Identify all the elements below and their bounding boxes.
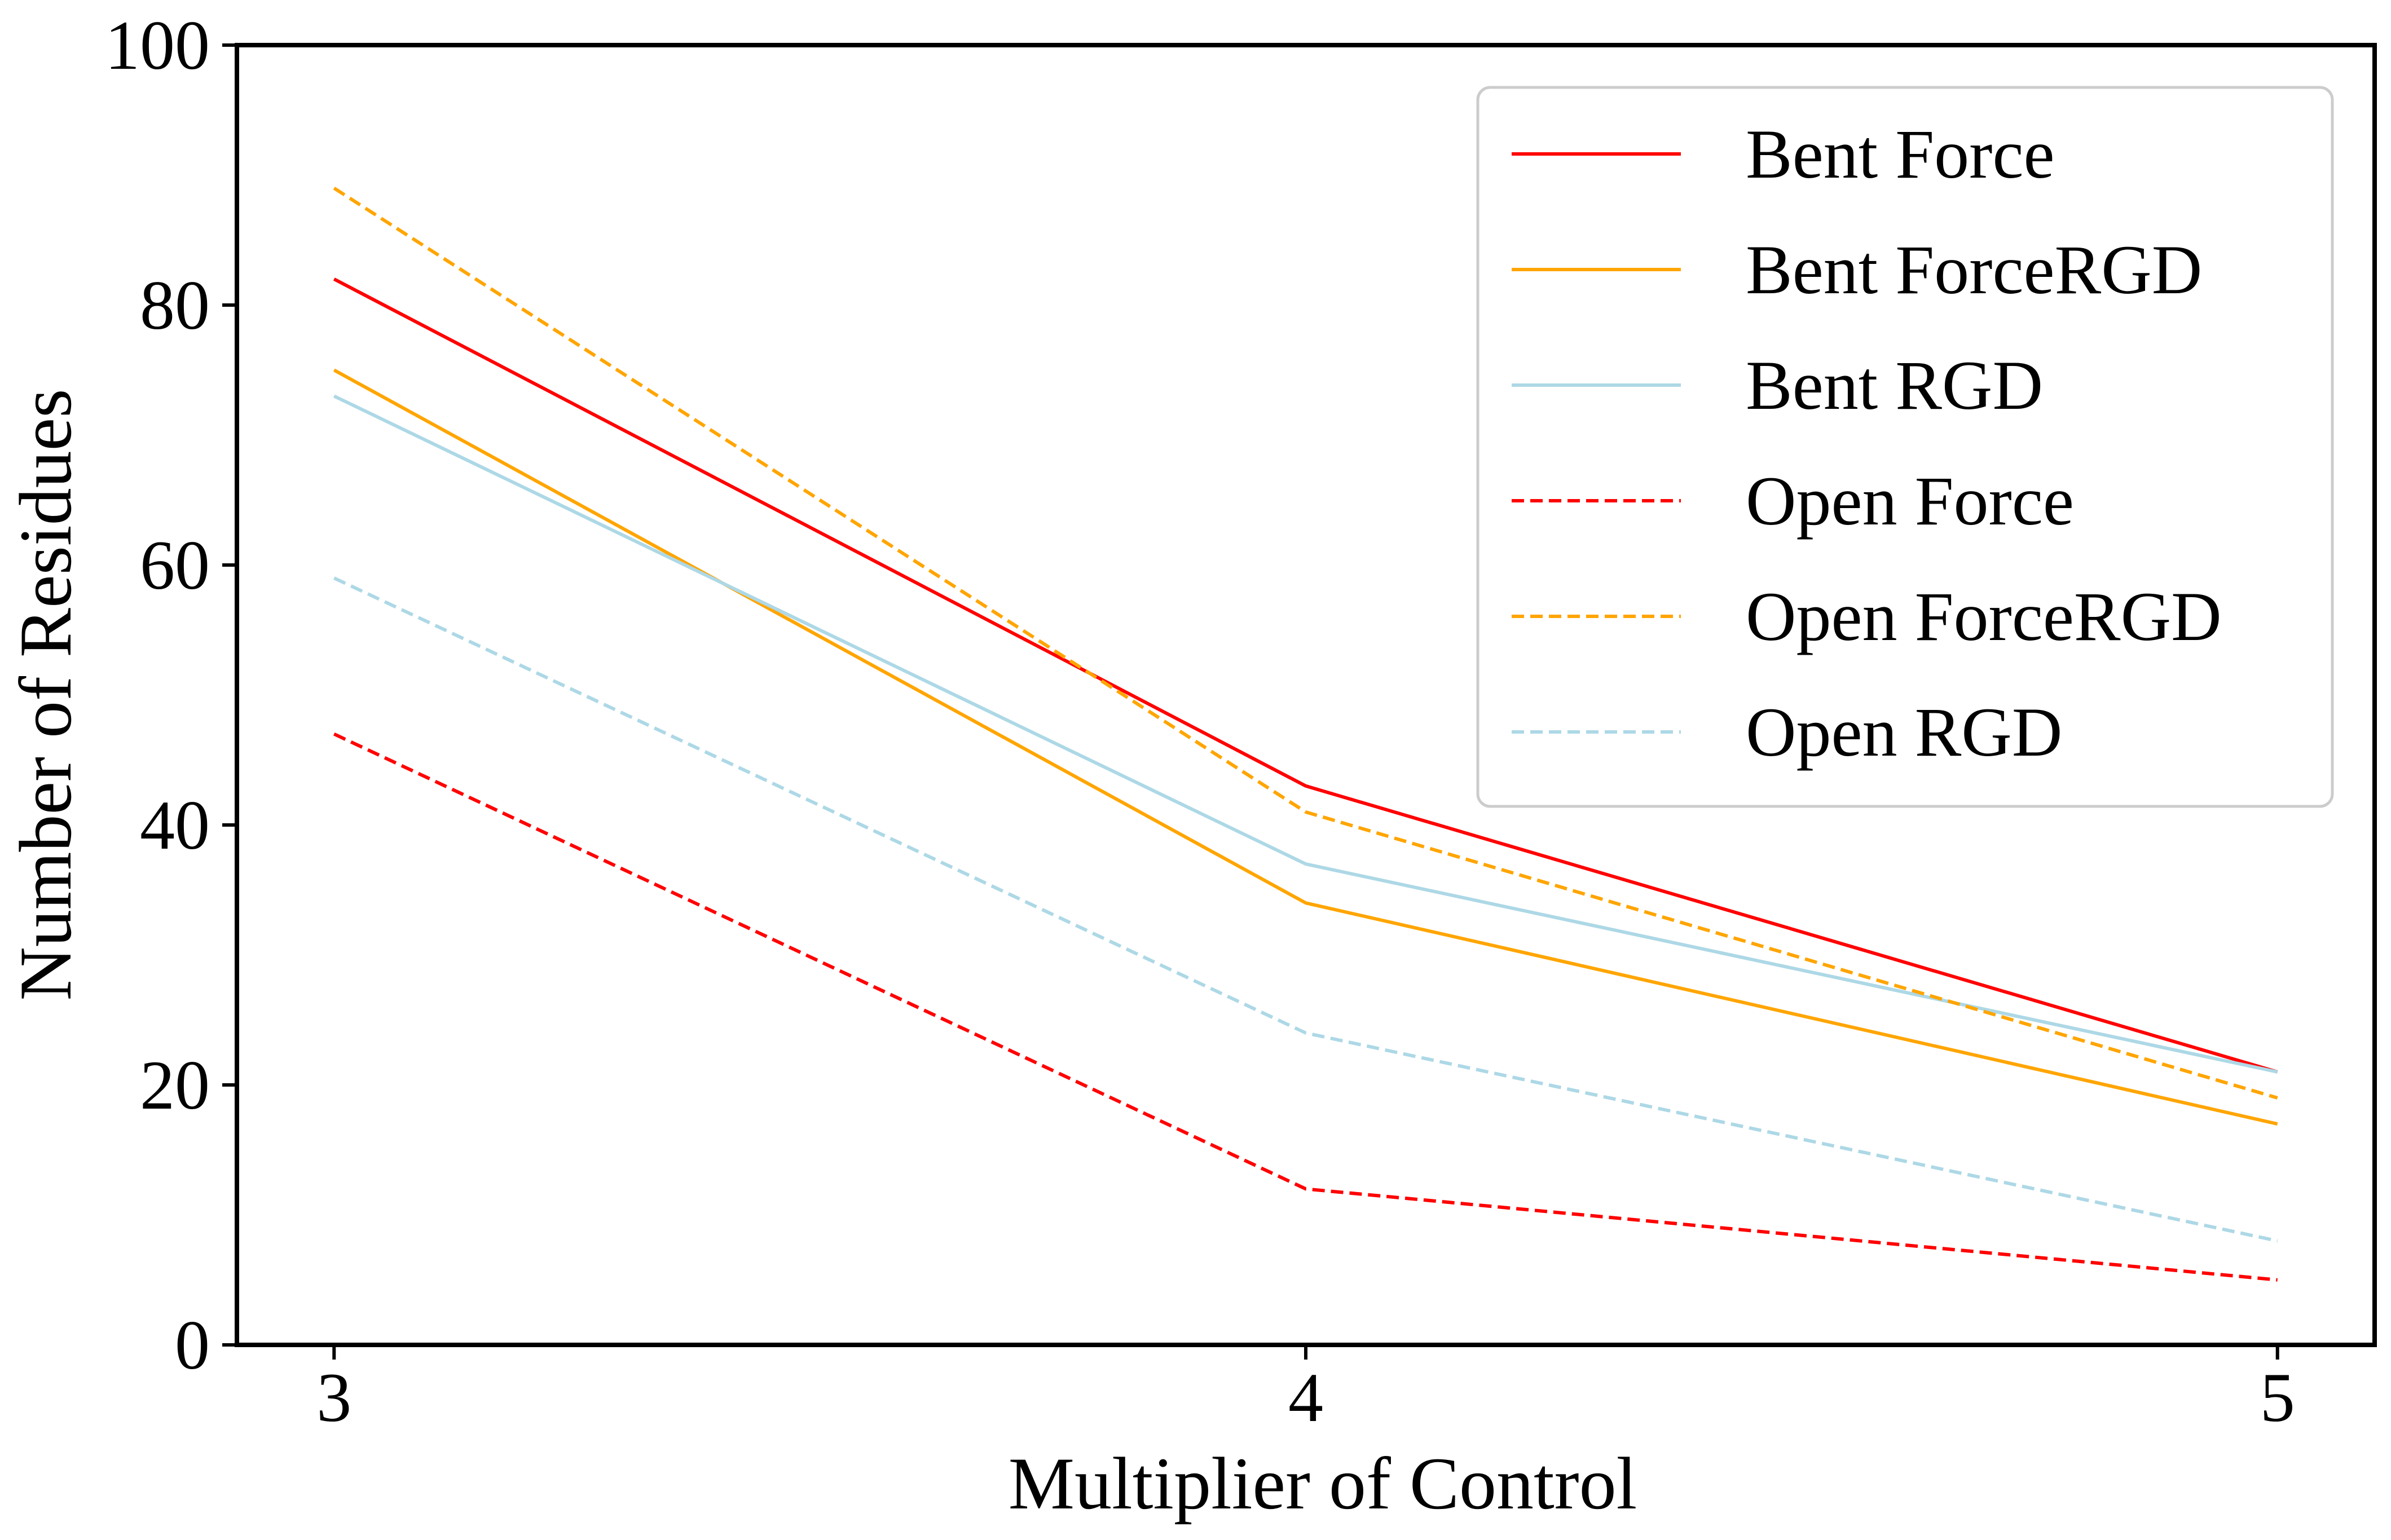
- legend-box: [1476, 86, 2334, 808]
- y-tick-label-3: 60: [140, 527, 210, 604]
- legend-label-2: Bent RGD: [1746, 347, 2043, 424]
- legend-label-4: Open ForceRGD: [1746, 578, 2222, 655]
- legend-label-1: Bent ForceRGD: [1746, 231, 2202, 308]
- series-line-0: [333, 277, 2278, 1074]
- y-tick-label-4: 80: [140, 267, 210, 344]
- series-line-3: [333, 732, 2278, 1282]
- x-axis-label: Multiplier of Control: [1009, 1442, 1637, 1525]
- y-axis-label: Number of Residues: [4, 389, 87, 1000]
- y-tick-label-5: 100: [105, 7, 210, 84]
- legend: Bent Force Bent ForceRGD Bent RGD Open Forc…: [1476, 86, 2334, 808]
- legend-label-5: Open RGD: [1746, 694, 2062, 771]
- y-axis: 0 20 40 60 80 100: [105, 7, 237, 1384]
- series-line-1: [333, 368, 2278, 1126]
- y-tick-label-1: 20: [140, 1047, 210, 1124]
- legend-label-3: Open Force: [1746, 462, 2074, 540]
- x-tick-label-0: 3: [316, 1359, 351, 1436]
- x-axis: 3 4 5: [316, 1345, 2295, 1436]
- x-tick-label-1: 4: [1288, 1359, 1323, 1436]
- series-line-5: [333, 576, 2278, 1243]
- plot-lines: [333, 187, 2278, 1282]
- series-line-4: [333, 187, 2278, 1100]
- legend-items: Bent Force Bent ForceRGD Bent RGD Open Forc…: [1512, 116, 2222, 771]
- y-tick-label-2: 40: [140, 787, 210, 864]
- y-tick-label-0: 0: [175, 1307, 210, 1384]
- legend-label-0: Bent Force: [1746, 116, 2055, 193]
- x-tick-label-2: 5: [2260, 1359, 2295, 1436]
